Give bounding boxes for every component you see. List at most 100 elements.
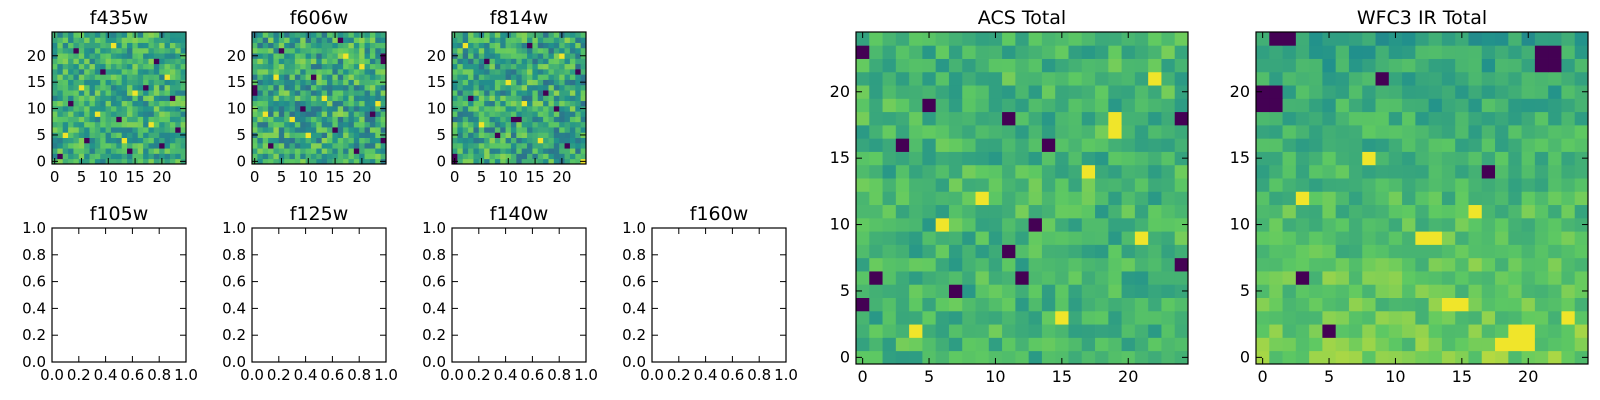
heatmap-cell — [84, 90, 90, 96]
heatmap-cell — [132, 127, 139, 133]
heatmap-cell — [289, 153, 296, 160]
heatmap-cell — [1002, 151, 1016, 166]
heatmap-cell — [462, 105, 469, 112]
panel-f160w: f160w 0.0 0.2 0.4 0.6 0.8 1.00.00.20.40.60.81… — [622, 203, 798, 384]
heatmap-cell — [143, 32, 149, 38]
heatmap-cell — [521, 111, 528, 117]
heatmap-cell — [273, 53, 280, 59]
heatmap-cell — [148, 68, 155, 75]
heatmap-cell — [175, 90, 182, 96]
heatmap-cell — [180, 84, 187, 91]
heatmap-cell — [1282, 164, 1297, 179]
heatmap-cell — [132, 74, 139, 80]
heatmap-cell — [257, 63, 264, 70]
heatmap-cell — [1335, 85, 1350, 99]
heatmap-cell — [564, 84, 571, 91]
heatmap-cell — [975, 138, 990, 152]
heatmap-cell — [137, 158, 144, 165]
heatmap-cell — [1468, 178, 1483, 192]
heatmap-cell — [1402, 231, 1416, 245]
heatmap-cell — [559, 127, 565, 133]
heatmap-cell — [1148, 124, 1162, 139]
heatmap-cell — [1002, 297, 1016, 312]
heatmap-cell — [1428, 204, 1443, 219]
heatmap-cell — [127, 111, 133, 117]
heatmap-cell — [369, 127, 376, 133]
x-tick-label: 15 — [1452, 367, 1472, 386]
heatmap-cell — [935, 231, 950, 245]
heatmap-cell — [305, 148, 312, 154]
heatmap-cell — [1428, 164, 1443, 179]
heatmap-cell — [1481, 151, 1496, 166]
heatmap-cell — [1415, 124, 1430, 139]
heatmap-cell — [527, 47, 533, 54]
heatmap-cell — [532, 84, 539, 91]
heatmap-cell — [310, 111, 317, 117]
heatmap-cell — [380, 74, 387, 80]
heatmap-cell — [1495, 98, 1509, 113]
heatmap-cell — [57, 90, 64, 96]
heatmap-cell — [1348, 164, 1363, 179]
heatmap-cell — [1081, 204, 1096, 219]
heatmap-cell — [121, 111, 128, 117]
heatmap-cell — [127, 127, 133, 133]
heatmap-cell — [473, 105, 480, 112]
heatmap-cell — [1295, 231, 1310, 245]
heatmap-cell — [89, 84, 96, 91]
heatmap-cell — [462, 32, 469, 38]
heatmap-cell — [527, 58, 533, 65]
heatmap-cell — [895, 45, 910, 59]
heatmap-cell — [1534, 297, 1549, 312]
heatmap-cell — [289, 74, 296, 80]
heatmap-cell — [1362, 271, 1376, 285]
heatmap-cell — [252, 111, 258, 117]
heatmap-cell — [169, 137, 176, 144]
heatmap-cell — [580, 95, 587, 102]
heatmap-cell — [73, 132, 80, 138]
heatmap-cell — [548, 100, 555, 107]
heatmap-cell — [1148, 244, 1162, 259]
heatmap-cell — [856, 337, 870, 352]
heatmap-cell — [257, 116, 264, 123]
heatmap-cell — [1481, 217, 1496, 232]
heatmap-cell — [57, 132, 64, 138]
heatmap-cell — [321, 153, 328, 160]
heatmap-cell — [909, 151, 923, 166]
heatmap-cell — [543, 42, 549, 49]
heatmap-cell — [510, 132, 517, 138]
heatmap-cell — [935, 350, 950, 365]
heatmap-cell — [1468, 217, 1483, 232]
heatmap-cell — [1521, 231, 1536, 245]
heatmap-cell — [1282, 350, 1297, 365]
heatmap-cell — [468, 63, 474, 70]
heatmap-cell — [1534, 85, 1549, 99]
heatmap-cell — [462, 153, 469, 160]
heatmap-cell — [473, 153, 480, 160]
heatmap-cell — [1134, 178, 1149, 192]
heatmap-cell — [548, 95, 555, 102]
heatmap-cell — [137, 100, 144, 107]
heatmap-cell — [1415, 217, 1430, 232]
heatmap-cell — [1348, 271, 1363, 285]
heatmap-cell — [484, 53, 490, 59]
heatmap-cell — [252, 95, 258, 102]
heatmap-cell — [484, 105, 490, 112]
heatmap-cell — [1534, 164, 1549, 179]
heatmap-cell — [516, 68, 523, 75]
heatmap-cell — [1282, 32, 1297, 46]
heatmap-cell — [1121, 350, 1136, 365]
heatmap-cell — [310, 153, 317, 160]
heatmap-cell — [1134, 164, 1149, 179]
heatmap-cell — [1441, 71, 1456, 86]
heatmap-cell — [948, 71, 963, 86]
heatmap-cell — [305, 47, 312, 54]
heatmap-cell — [909, 350, 923, 365]
heatmap-cell — [132, 90, 139, 96]
heatmap-cell — [869, 85, 883, 99]
heatmap-cell — [962, 244, 976, 259]
heatmap-cell — [869, 244, 883, 259]
heatmap-cell — [175, 53, 182, 59]
heatmap-cell — [257, 105, 264, 112]
heatmap-cell — [1174, 124, 1189, 139]
axes-frame — [51, 31, 187, 165]
